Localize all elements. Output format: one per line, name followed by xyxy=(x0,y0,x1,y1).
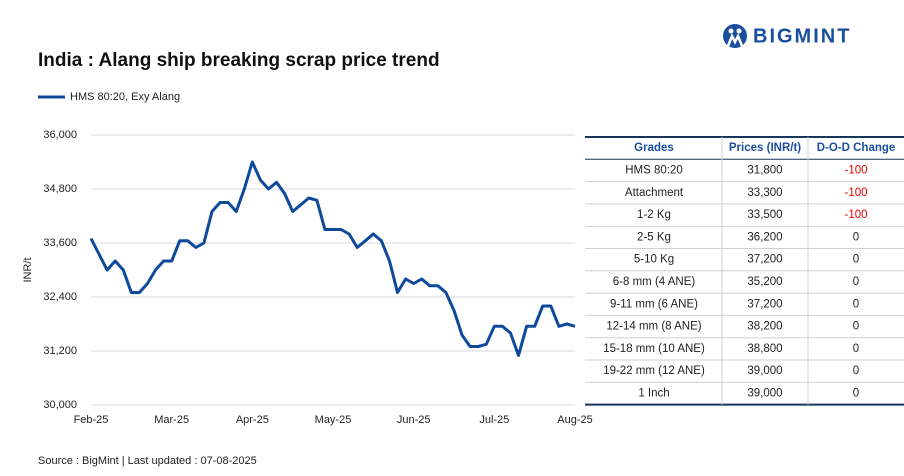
table-cell: 19-22 mm (12 ANE) xyxy=(603,365,705,377)
table-cell: 0 xyxy=(853,276,859,288)
table-cell: HMS 80:20 xyxy=(625,164,683,176)
price-table: Grades Prices (INR/t) D-O-D Change HMS 80:2… xyxy=(585,136,904,406)
x-tick-label: Feb-25 xyxy=(74,414,109,426)
table-cell: 0 xyxy=(853,231,859,243)
source: Source : BigMint | Last updated : 07-08-… xyxy=(38,455,257,467)
legend-label: HMS 80:20, Exy Alang xyxy=(70,91,180,103)
table-cell: 33,500 xyxy=(747,209,782,221)
table-cell: 1-2 Kg xyxy=(637,209,671,221)
table-cell: 37,200 xyxy=(747,298,782,310)
y-tick-label: 33,600 xyxy=(43,237,77,249)
table-cell: 0 xyxy=(853,298,859,310)
table-cell: 33,300 xyxy=(747,187,782,199)
table-cell: 9-11 mm (6 ANE) xyxy=(610,298,698,310)
x-tick-label: Jul-25 xyxy=(479,414,509,426)
y-tick-label: 31,200 xyxy=(43,345,77,357)
table-cell: 37,200 xyxy=(747,254,782,266)
table-cell: 38,200 xyxy=(747,321,782,333)
table-cell: 39,000 xyxy=(747,365,782,377)
table-cell: 5-10 Kg xyxy=(634,254,674,266)
table-cell: 0 xyxy=(853,343,859,355)
logo-icon-dot xyxy=(736,28,742,34)
series-line xyxy=(89,160,576,357)
column-header: D-O-D Change xyxy=(817,142,896,154)
brand: BIGMINT xyxy=(753,25,851,47)
logo: BIGMINT xyxy=(723,24,851,48)
table-cell: -100 xyxy=(844,209,867,221)
chart-title: India : Alang ship breaking scrap price … xyxy=(38,50,440,71)
y-tick-label: 34,800 xyxy=(43,183,77,195)
table-cell: 6-8 mm (4 ANE) xyxy=(613,276,696,288)
table-cell: -100 xyxy=(844,187,867,199)
table-cell: 0 xyxy=(853,321,859,333)
table-cell: 1 Inch xyxy=(638,387,669,399)
x-tick-label: Jun-25 xyxy=(397,414,431,426)
table-cell: 36,200 xyxy=(747,231,782,243)
column-header: Prices (INR/t) xyxy=(729,142,801,154)
table-cell: 12-14 mm (8 ANE) xyxy=(606,321,701,333)
x-tick-label: May-25 xyxy=(315,414,352,426)
table-cell: 0 xyxy=(853,254,859,266)
y-tick-label: 36,000 xyxy=(43,129,77,141)
table-cell: 0 xyxy=(853,365,859,377)
table-cell: 35,200 xyxy=(747,276,782,288)
x-tick-label: Mar-25 xyxy=(154,414,189,426)
table-cell: 0 xyxy=(853,387,859,399)
y-tick-label: 30,000 xyxy=(43,399,77,411)
table-cell: -100 xyxy=(844,164,867,176)
table-cell: 15-18 mm (10 ANE) xyxy=(603,343,705,355)
table-cell: 39,000 xyxy=(747,387,782,399)
logo-icon-mark xyxy=(726,32,744,47)
table-cell: 31,800 xyxy=(747,164,782,176)
x-tick-label: Apr-25 xyxy=(236,414,269,426)
x-tick-label: Aug-25 xyxy=(557,414,592,426)
table-cell: 2-5 Kg xyxy=(637,231,671,243)
y-axis-label: INR/t xyxy=(22,257,34,282)
table-cell: 38,800 xyxy=(747,343,782,355)
column-header: Grades xyxy=(634,142,674,154)
y-tick-label: 32,400 xyxy=(43,291,77,303)
logo-icon-dot xyxy=(728,28,734,34)
plot: 30,000 31,200 32,400 33,600 34,800 36,000 INR/… xyxy=(22,91,593,426)
table-cell: Attachment xyxy=(625,187,684,199)
